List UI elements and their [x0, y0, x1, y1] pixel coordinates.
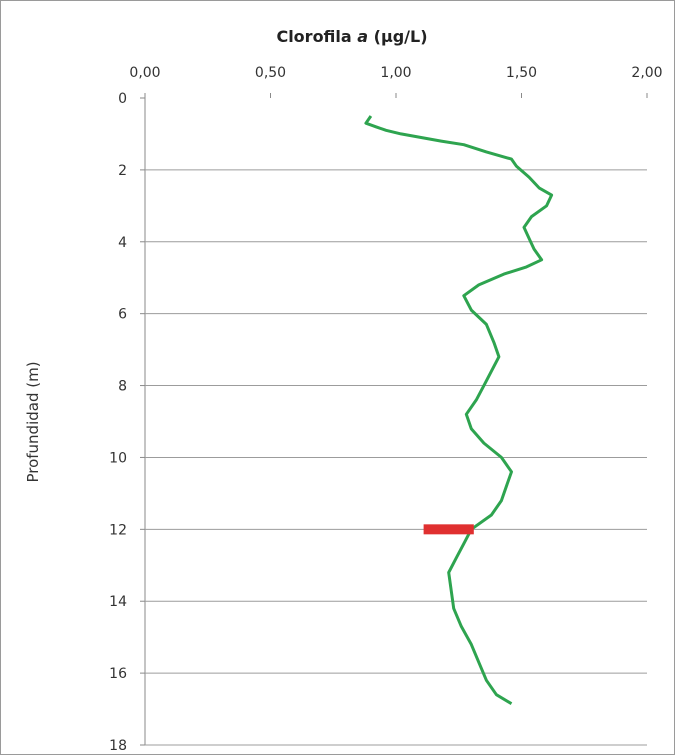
chlorophyll-profile-line [364, 115, 554, 705]
series-layer [364, 115, 554, 705]
y-tick-label: 6 [118, 307, 127, 323]
y-axis-label: Profundidad (m) [24, 361, 42, 482]
x-tick-label: 1,00 [380, 65, 411, 81]
depth-marker-bar [423, 524, 474, 535]
chart-title-main: Clorofila [276, 27, 357, 46]
x-tick-label: 1,50 [506, 65, 537, 81]
y-tick-label: 18 [109, 738, 127, 754]
x-tick-label: 0,50 [255, 65, 286, 81]
chart-title-unit: (µg/L) [368, 27, 427, 46]
y-tick-label: 10 [109, 450, 127, 466]
y-tick-label: 12 [109, 522, 127, 538]
grid-layer [140, 93, 648, 746]
x-tick-label: 2,00 [631, 65, 662, 81]
y-tick-label: 2 [118, 163, 127, 179]
y-tick-label: 16 [109, 666, 127, 682]
y-tick-layer: 0 2 4 6 8 10 12 14 16 18 [109, 91, 127, 754]
chart-title: Clorofila a (µg/L) [276, 27, 427, 46]
y-tick-label: 0 [118, 91, 127, 107]
y-tick-label: 14 [109, 594, 127, 610]
x-tick-layer: 0,00 0,50 1,00 1,50 2,00 [129, 65, 662, 81]
y-tick-label: 8 [118, 379, 127, 395]
chart-title-italic: a [357, 27, 368, 46]
x-tick-label: 0,00 [129, 65, 160, 81]
y-tick-label: 4 [118, 235, 127, 251]
